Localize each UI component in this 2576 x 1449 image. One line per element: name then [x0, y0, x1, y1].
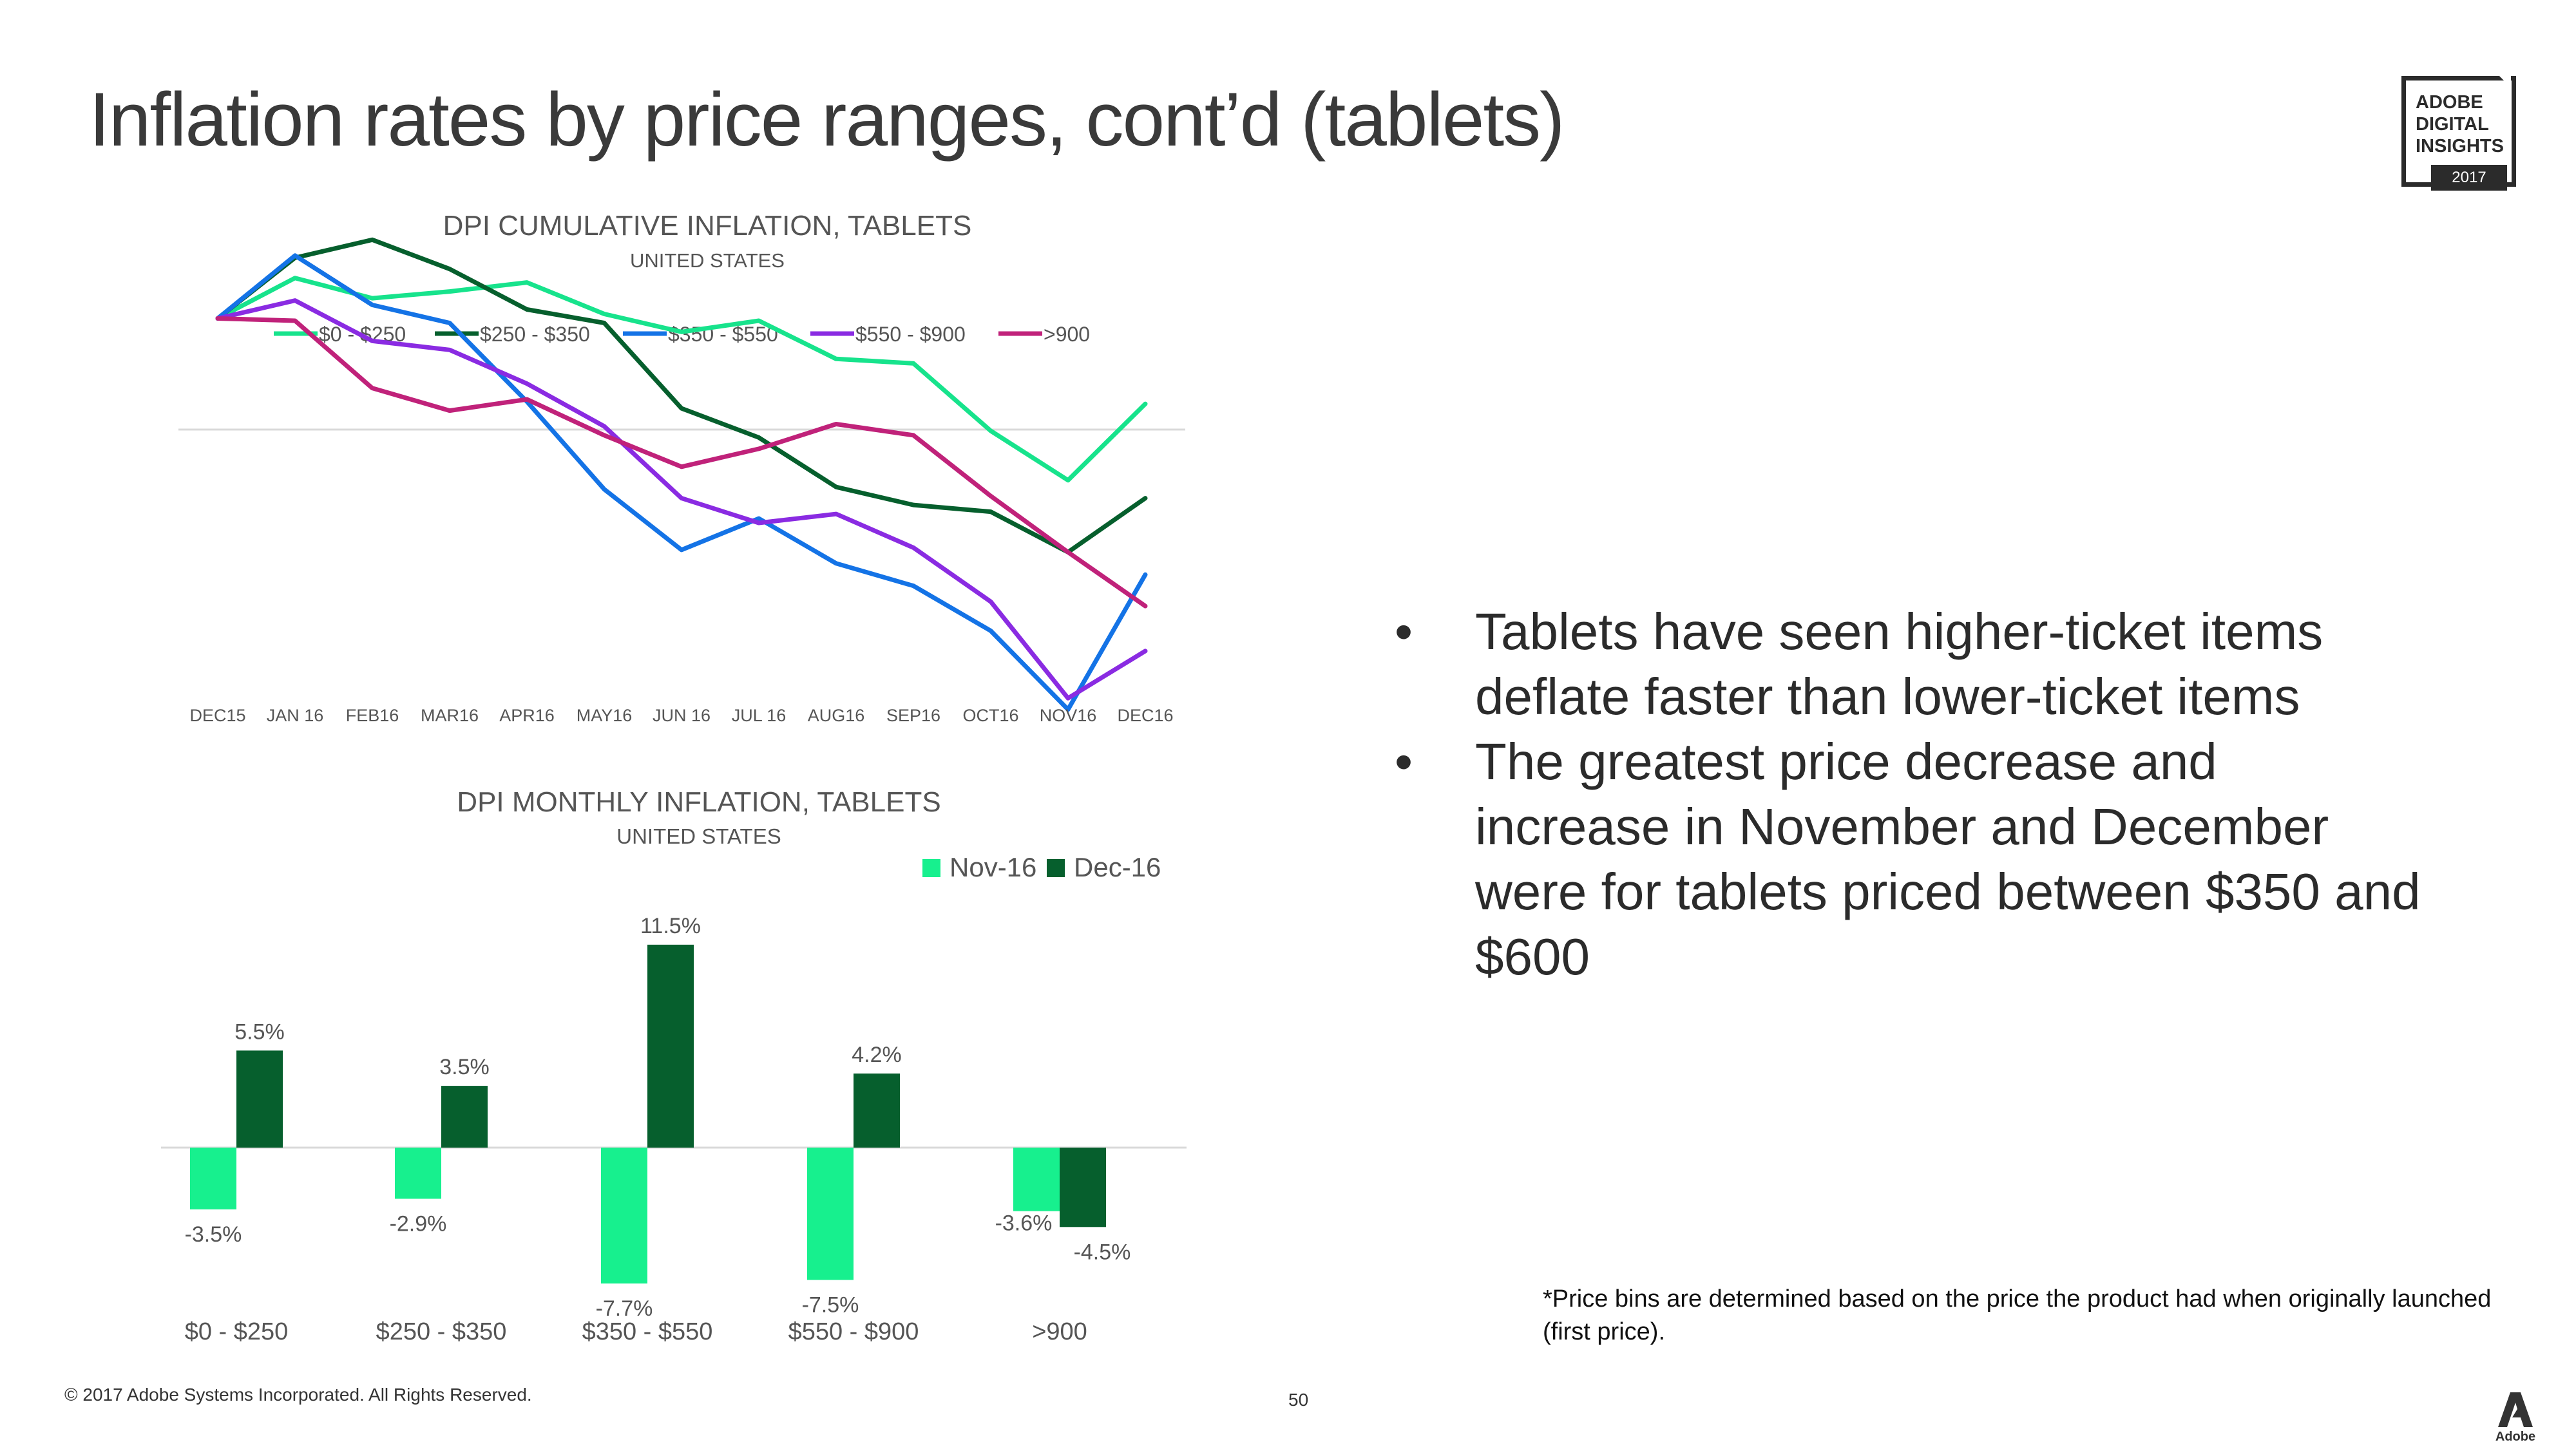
bar-value-label: 5.5% — [234, 1019, 285, 1044]
x-tick-label: JAN 16 — [267, 706, 324, 725]
x-tick-label: >900 — [1032, 1318, 1087, 1345]
badge-year: 2017 — [2431, 165, 2507, 191]
copyright: © 2017 Adobe Systems Incorporated. All R… — [64, 1385, 532, 1405]
legend-label: >900 — [1044, 323, 1090, 346]
bar — [807, 1148, 854, 1280]
x-tick-label: AUG16 — [808, 706, 865, 725]
bar — [647, 944, 694, 1148]
series-line — [215, 237, 1148, 554]
key-takeaways-list: • Tablets have seen higher-ticket items d… — [1395, 599, 2425, 989]
line-chart-title: DPI CUMULATIVE INFLATION, TABLETS — [443, 210, 972, 242]
x-tick-label: $0 - $250 — [185, 1318, 289, 1345]
bar-value-label: -4.5% — [1074, 1240, 1131, 1264]
page-title: Inflation rates by price ranges, cont’d … — [89, 77, 1565, 162]
x-tick-label: OCT16 — [962, 706, 1018, 725]
adobe-logo-word: Adobe — [2495, 1430, 2536, 1444]
legend-label: $250 - $350 — [480, 323, 590, 346]
line-chart-x-axis: DEC15 JAN 16 FEB16 MAR16 APR16 MAY16 JUN 16 JUL… — [189, 706, 1173, 725]
legend-label: Nov-16 — [949, 852, 1036, 882]
adobe-digital-insights-badge: ADOBE DIGITAL INSIGHTS 2017 — [2401, 76, 2516, 191]
x-tick-label: MAR16 — [421, 706, 479, 725]
bar — [1060, 1148, 1106, 1227]
bar-chart-bars: -3.5% -2.9% -7.7% -7.5% -3.6% 5.5% 3.5% 11.5% 4.… — [185, 914, 1131, 1321]
bar-chart-x-axis: $0 - $250 $250 - $350 $350 - $550 $550 - $9… — [185, 1318, 1087, 1345]
bullet-dot: • — [1395, 603, 1413, 660]
x-tick-label: NOV16 — [1040, 706, 1097, 725]
bar — [1013, 1148, 1060, 1211]
x-tick-label: DEC15 — [189, 706, 245, 725]
series-line — [215, 253, 1148, 712]
bar — [395, 1148, 441, 1199]
bar-value-label: -2.9% — [390, 1211, 447, 1236]
legend-swatch — [922, 859, 940, 877]
x-tick-label: SEP16 — [886, 706, 940, 725]
badge-text: ADOBE DIGITAL INSIGHTS — [2416, 92, 2504, 156]
bar — [601, 1148, 647, 1283]
legend-swatch — [1047, 859, 1065, 877]
cumulative-inflation-line-chart: DPI CUMULATIVE INFLATION, TABLETS UNITED… — [178, 210, 1185, 725]
series-line — [215, 276, 1148, 483]
bullet-text: Tablets have seen higher-ticket items de… — [1475, 603, 2323, 725]
series-line — [215, 298, 1148, 701]
bullet-item: • Tablets have seen higher-ticket items d… — [1395, 599, 2425, 729]
line-chart-series — [215, 237, 1148, 712]
bar-value-label: -7.5% — [802, 1293, 859, 1318]
line-chart-subtitle: UNITED STATES — [630, 249, 785, 272]
adobe-a-icon — [2498, 1392, 2533, 1427]
bullet-text: The greatest price decrease and increase… — [1475, 733, 2421, 985]
legend-label: Dec-16 — [1074, 852, 1161, 882]
bullet-dot: • — [1395, 733, 1413, 790]
bar — [854, 1073, 900, 1148]
x-tick-label: DEC16 — [1117, 706, 1173, 725]
badge-corner-fold — [2499, 76, 2511, 88]
bar-chart-subtitle: UNITED STATES — [616, 824, 781, 848]
bar-value-label: 11.5% — [640, 914, 701, 938]
adobe-logo: Adobe — [2493, 1390, 2538, 1445]
bar-value-label: -7.7% — [596, 1296, 653, 1321]
x-tick-label: $550 - $900 — [788, 1318, 919, 1345]
bar-chart-title: DPI MONTHLY INFLATION, TABLETS — [457, 786, 940, 818]
x-tick-label: APR16 — [499, 706, 555, 725]
x-tick-label: FEB16 — [346, 706, 399, 725]
bar-value-label: -3.6% — [995, 1211, 1053, 1236]
x-tick-label: MAY16 — [577, 706, 633, 725]
bar-value-label: -3.5% — [185, 1222, 242, 1247]
monthly-inflation-bar-chart: DPI MONTHLY INFLATION, TABLETS UNITED ST… — [161, 786, 1187, 1345]
page-number: 50 — [1288, 1390, 1309, 1410]
bullet-item: • The greatest price decrease and increas… — [1395, 729, 2425, 989]
series-line — [215, 316, 1148, 609]
bar — [190, 1148, 236, 1209]
bar — [236, 1050, 283, 1148]
footnote: *Price bins are determined based on the … — [1543, 1285, 2492, 1345]
x-tick-label: JUL 16 — [732, 706, 787, 725]
x-tick-label: JUN 16 — [653, 706, 711, 725]
bar-chart-legend: Nov-16 Dec-16 — [922, 852, 1161, 882]
x-tick-label: $250 - $350 — [376, 1318, 507, 1345]
bar-value-label: 4.2% — [852, 1043, 902, 1067]
legend-label: $550 - $900 — [855, 323, 966, 346]
x-tick-label: $350 - $550 — [582, 1318, 713, 1345]
bar-value-label: 3.5% — [439, 1055, 490, 1079]
bar — [441, 1086, 488, 1148]
